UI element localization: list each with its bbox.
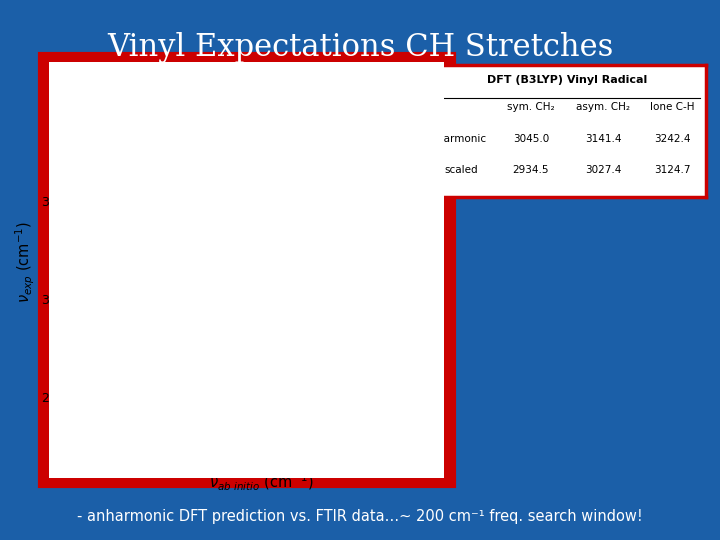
Point [174, 366, 186, 374]
Point [371, 173, 382, 182]
Text: 2934.5: 2934.5 [513, 165, 549, 176]
Point [395, 152, 406, 160]
Text: DFT (B3LYP) Vinyl Radical: DFT (B3LYP) Vinyl Radical [487, 76, 647, 85]
Text: scaled: scaled [445, 165, 479, 176]
Point [210, 334, 222, 342]
Text: sym. CH₂: sym. CH₂ [507, 102, 555, 112]
Point [198, 347, 210, 356]
Text: 3045.0: 3045.0 [513, 133, 549, 144]
Point [99, 443, 110, 452]
Point [336, 204, 348, 212]
Point [304, 239, 315, 248]
Point [276, 267, 287, 275]
Point [263, 281, 274, 289]
Point [63, 475, 74, 483]
Text: 3242.4: 3242.4 [654, 133, 690, 144]
Text: $\nu_{exp}/\nu_{ab\ initio}$ = 0.9637(31): $\nu_{exp}/\nu_{ab\ initio}$ = 0.9637(31… [89, 120, 238, 138]
Point [86, 457, 97, 465]
Y-axis label: $\nu_{exp}$ (cm$^{-1}$): $\nu_{exp}$ (cm$^{-1}$) [14, 221, 37, 303]
Point [235, 309, 246, 318]
Text: 3124.7: 3124.7 [654, 165, 690, 176]
Point [110, 435, 122, 443]
Point [413, 125, 425, 134]
Point [124, 420, 135, 428]
Text: harmonic: harmonic [437, 133, 486, 144]
Point [163, 386, 174, 394]
Point [249, 295, 261, 304]
Point [290, 254, 302, 262]
Text: 3027.4: 3027.4 [585, 165, 621, 176]
Point [318, 231, 330, 239]
Point [75, 469, 86, 478]
Text: lone C-H: lone C-H [650, 102, 695, 112]
Point [223, 319, 235, 327]
Text: asym. CH₂: asym. CH₂ [576, 102, 630, 112]
X-axis label: $\nu_{ab\ initio}$ (cm$^{-1}$): $\nu_{ab\ initio}$ (cm$^{-1}$) [209, 472, 313, 494]
Point [264, 285, 275, 294]
Text: Vinyl Expectations CH Stretches: Vinyl Expectations CH Stretches [107, 32, 613, 63]
Text: 3141.4: 3141.4 [585, 133, 621, 144]
Point [185, 356, 197, 365]
Point [141, 402, 153, 410]
Text: - anharmonic DFT prediction vs. FTIR data…∼ 200 cm⁻¹ freq. search window!: - anharmonic DFT prediction vs. FTIR dat… [77, 509, 643, 524]
